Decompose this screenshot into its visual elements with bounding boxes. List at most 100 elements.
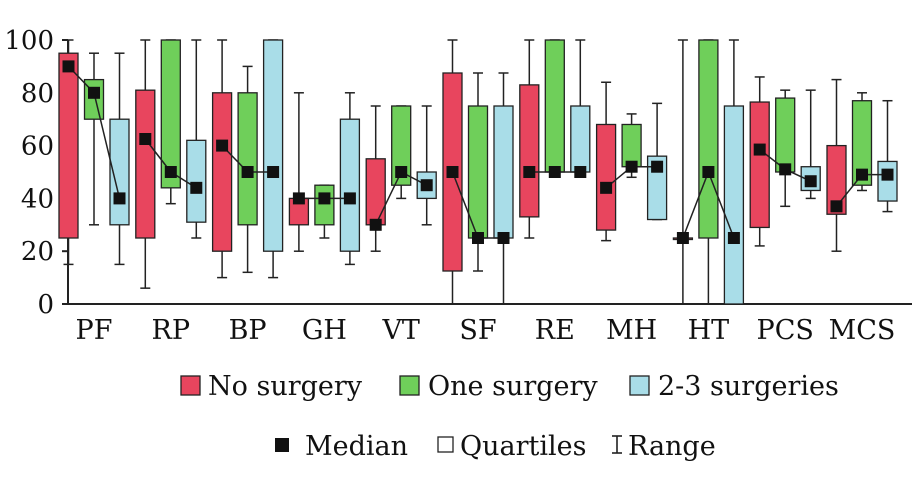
median-marker-bp-no-surgery [216,139,229,152]
legend-swatch-one-surgery [399,375,420,396]
legend-label-2-3-surgeries: 2-3 surgeries [658,371,839,402]
quartile-box-re-2-3-surgeries [570,105,591,173]
legend-label-median: Median [305,431,408,462]
box-rp-2-3-surgeries [186,39,207,239]
category-label-rp: RP [152,315,191,346]
y-ticks: 0 20 40 60 80 100 [4,26,68,320]
category-label-ht: HT [688,315,730,346]
quartile-box-mh-no-surgery [595,123,617,231]
median-marker-ht-no-surgery [676,232,689,244]
box-pf-no-surgery [58,39,79,266]
box-rp-one-surgery [160,39,181,205]
median-marker-mcs-one-surgery [856,168,868,181]
box-sf-2-3-surgeries [493,72,514,305]
median-marker-gh-no-surgery [292,192,305,205]
quartile-box-pf-no-surgery [58,52,79,239]
group-pcs [749,76,821,247]
quartile-box-re-no-surgery [519,84,540,218]
box-mh-no-surgery [595,81,617,242]
y-tick-label-60: 60 [21,132,54,162]
box-ht-no-surgery [672,39,694,305]
median-marker-pcs-no-surgery [753,143,766,156]
quartile-box-vt-no-surgery [365,158,386,226]
box-mcs-one-surgery [851,92,873,192]
median-marker-pf-2-3-surgeries [113,192,126,205]
quartile-box-sf-one-surgery [467,105,489,239]
median-marker-re-no-surgery [523,166,536,178]
group-mcs [826,78,898,252]
box-mcs-no-surgery [826,78,847,252]
category-label-re: RE [535,315,575,346]
box-pcs-one-surgery [775,89,796,208]
legend-label-quartiles: Quartiles [460,431,586,462]
category-label-sf: SF [459,315,496,346]
quartile-box-gh-one-surgery [314,184,335,226]
quartile-box-bp-2-3-surgeries [262,39,284,252]
box-rp-no-surgery [135,39,156,289]
box-bp-no-surgery [211,39,233,279]
y-tick-label-40: 40 [21,184,54,214]
group-rp [135,39,207,289]
box-vt-2-3-surgeries [416,105,437,226]
median-marker-rp-no-surgery [139,133,152,145]
median-marker-gh-2-3-surgeries [343,192,356,205]
median-marker-sf-one-surgery [472,232,484,244]
median-marker-mh-one-surgery [625,160,638,173]
group-vt [365,105,437,252]
category-label-mh: MH [606,315,657,346]
box-mcs-2-3-surgeries [877,99,898,213]
median-marker-rp-2-3-surgeries [190,181,203,194]
box-gh-no-surgery [288,92,310,252]
quartile-box-mh-one-surgery [621,123,642,168]
box-re-no-surgery [519,39,540,239]
quartile-box-mcs-2-3-surgeries [877,160,898,202]
group-gh [288,92,361,266]
y-tick-label-100: 100 [4,26,54,56]
group-ht [672,39,745,305]
median-marker-pf-no-surgery [62,60,75,73]
median-marker-vt-no-surgery [369,218,382,231]
y-tick-label-20: 20 [21,237,54,267]
quartile-box-re-one-surgery [544,39,565,173]
median-marker-mh-no-surgery [600,181,613,194]
box-bp-2-3-surgeries [262,39,284,279]
median-marker-bp-2-3-surgeries [267,166,280,178]
median-marker-sf-2-3-surgeries [497,232,510,244]
legend-range-whisker-icon [612,435,622,454]
legend-median-marker-icon [275,438,289,452]
median-marker-vt-one-surgery [395,166,408,178]
y-tick-label-80: 80 [21,79,54,109]
median-marker-rp-one-surgery [164,166,177,178]
median-marker-pcs-one-surgery [779,163,792,176]
legend-label-one-surgery: One surgery [428,371,598,402]
plot-area [58,39,898,305]
legend-label-no-surgery: No surgery [208,371,363,402]
quartile-box-bp-one-surgery [237,92,258,226]
box-ht-2-3-surgeries [723,39,745,305]
category-label-pcs: PCS [757,315,814,346]
quartile-box-pcs-one-surgery [775,97,796,173]
box-re-2-3-surgeries [570,39,591,173]
median-marker-mh-2-3-surgeries [651,160,664,173]
category-label-mcs: MCS [829,315,896,346]
median-marker-re-one-surgery [548,166,561,178]
quartile-box-mcs-no-surgery [826,144,847,215]
quartile-box-rp-one-surgery [160,39,181,189]
legend-quartiles-box-icon [437,436,454,453]
box-pf-one-surgery [83,52,105,226]
quartile-box-ht-2-3-surgeries [723,105,745,305]
quartile-box-sf-2-3-surgeries [493,105,514,239]
legend-swatch-no-surgery [180,375,201,396]
quartile-box-pcs-no-surgery [749,101,770,229]
quartile-box-bp-no-surgery [211,92,233,252]
category-label-pf: PF [76,315,113,346]
median-marker-ht-2-3-surgeries [727,232,740,244]
box-vt-one-surgery [391,105,412,200]
legend-swatch-2-3-surgeries [629,375,650,396]
quartile-box-mcs-one-surgery [851,100,873,186]
quartile-box-vt-one-surgery [391,105,412,186]
group-mh [595,81,668,242]
category-label-vt: VT [381,315,420,346]
median-marker-vt-2-3-surgeries [420,179,433,192]
